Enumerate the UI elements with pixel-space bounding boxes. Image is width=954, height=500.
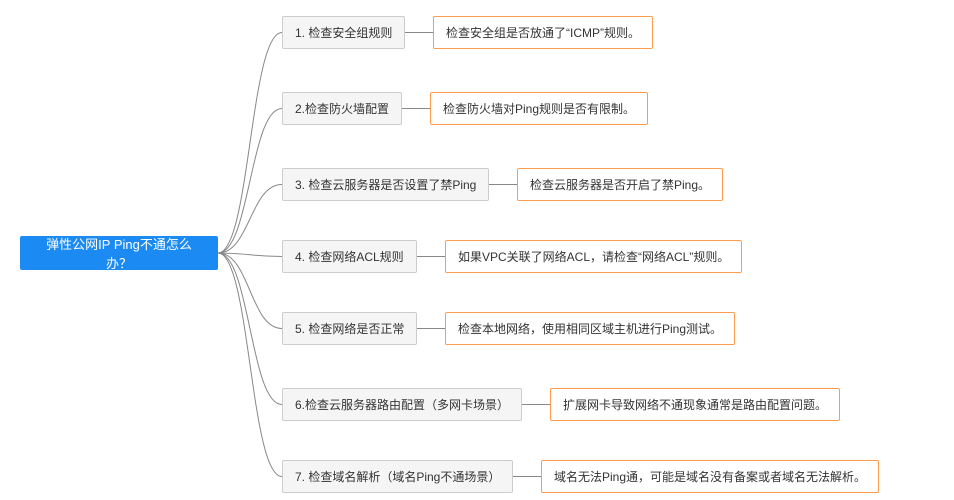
detail-node-5: 检查本地网络，使用相同区域主机进行Ping测试。	[445, 312, 735, 345]
step-node-2: 2.检查防火墙配置	[282, 92, 402, 125]
step-node-5: 5. 检查网络是否正常	[282, 312, 417, 345]
step-node-4: 4. 检查网络ACL规则	[282, 240, 417, 273]
detail-node-4: 如果VPC关联了网络ACL，请检查“网络ACL”规则。	[445, 240, 742, 273]
root-node: 弹性公网IP Ping不通怎么办？	[20, 236, 218, 270]
step-node-3: 3. 检查云服务器是否设置了禁Ping	[282, 168, 489, 201]
detail-node-6: 扩展网卡导致网络不通现象通常是路由配置问题。	[550, 388, 840, 421]
detail-node-3: 检查云服务器是否开启了禁Ping。	[517, 168, 723, 201]
detail-node-1: 检查安全组是否放通了“ICMP”规则。	[433, 16, 653, 49]
step-node-6: 6.检查云服务器路由配置（多网卡场景）	[282, 388, 522, 421]
detail-node-7: 域名无法Ping通，可能是域名没有备案或者域名无法解析。	[541, 460, 879, 493]
detail-node-2: 检查防火墙对Ping规则是否有限制。	[430, 92, 648, 125]
step-node-7: 7. 检查域名解析（域名Ping不通场景）	[282, 460, 513, 493]
step-node-1: 1. 检查安全组规则	[282, 16, 405, 49]
